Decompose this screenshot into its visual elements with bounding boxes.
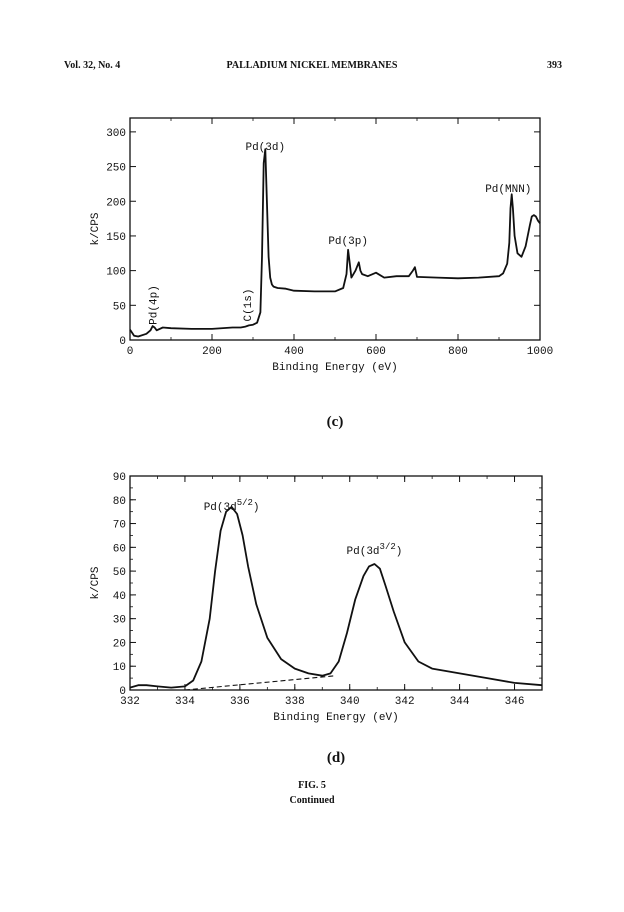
figure-continued: Continued xyxy=(289,795,335,806)
panel-label: (d) xyxy=(327,750,345,766)
spectrum-line xyxy=(129,505,543,689)
peak-label-pd3d: Pd(3d) xyxy=(245,142,285,154)
x-tick-label: 0 xyxy=(127,346,134,358)
y-tick-label: 200 xyxy=(106,197,126,209)
y-tick-label: 60 xyxy=(113,543,126,555)
peak-label-pdmnn: Pd(MNN) xyxy=(485,184,531,196)
y-tick-label: 20 xyxy=(113,638,126,650)
chart-panel-c: 0 200 400 600 800 1000 0 50 100 150 200 250 300 Bindi… xyxy=(90,117,553,430)
y-tick-label: 300 xyxy=(106,128,126,140)
peak-label-pd4p: Pd(4p) xyxy=(149,285,161,325)
y-tick-label: 250 xyxy=(106,163,126,175)
x-tick-label: 200 xyxy=(202,346,222,358)
y-tick-label: 10 xyxy=(113,662,126,674)
y-tick-label: 90 xyxy=(113,472,126,484)
y-axis-label: k/CPS xyxy=(90,566,102,599)
y-tick-label: 70 xyxy=(113,520,126,532)
header-page-number: 393 xyxy=(547,60,562,71)
x-tick-label: 1000 xyxy=(527,346,553,358)
chart-panel-d: 332 334 336 338 340 342 344 346 0 10 20 30 40 50 60 70 8… xyxy=(90,472,543,766)
y-tick-label: 40 xyxy=(113,591,126,603)
x-tick-label: 338 xyxy=(285,696,305,708)
y-tick-label: 0 xyxy=(119,686,126,698)
x-tick-label: 800 xyxy=(448,346,468,358)
header-volume: Vol. 32, No. 4 xyxy=(64,60,121,71)
spectrum-line xyxy=(129,148,541,338)
peak-label-pd3p: Pd(3p) xyxy=(328,236,368,248)
y-axis-label: k/CPS xyxy=(90,212,102,245)
peak-label-3d32: Pd(3d3/2) xyxy=(347,542,403,558)
x-tick-label: 400 xyxy=(284,346,304,358)
peak-label-c1s: C(1s) xyxy=(243,288,255,321)
x-tick-label: 344 xyxy=(450,696,470,708)
y-tick-label: 150 xyxy=(106,232,126,244)
y-tick-label: 50 xyxy=(113,567,126,579)
plot-frame xyxy=(129,117,541,341)
y-tick-label: 50 xyxy=(113,301,126,313)
y-tick-label: 30 xyxy=(113,615,126,627)
y-tick-label: 80 xyxy=(113,496,126,508)
x-tick-label: 346 xyxy=(505,696,525,708)
x-axis-label: Binding Energy (eV) xyxy=(272,362,397,374)
x-axis-label: Binding Energy (eV) xyxy=(273,712,398,724)
baseline-dashed-line xyxy=(184,675,337,691)
peak-label-3d52: Pd(3d5/2) xyxy=(204,498,260,514)
x-tick-label: 600 xyxy=(366,346,386,358)
figure-caption: FIG. 5 xyxy=(298,780,326,791)
header-title: PALLADIUM NICKEL MEMBRANES xyxy=(226,60,398,71)
y-tick-label: 100 xyxy=(106,267,126,279)
plot-frame xyxy=(129,475,543,691)
panel-label: (c) xyxy=(327,414,344,430)
x-tick-label: 332 xyxy=(120,696,140,708)
x-tick-label: 336 xyxy=(230,696,250,708)
y-tick-label: 0 xyxy=(119,336,126,348)
x-tick-label: 340 xyxy=(340,696,360,708)
x-tick-label: 342 xyxy=(395,696,415,708)
x-tick-label: 334 xyxy=(175,696,195,708)
